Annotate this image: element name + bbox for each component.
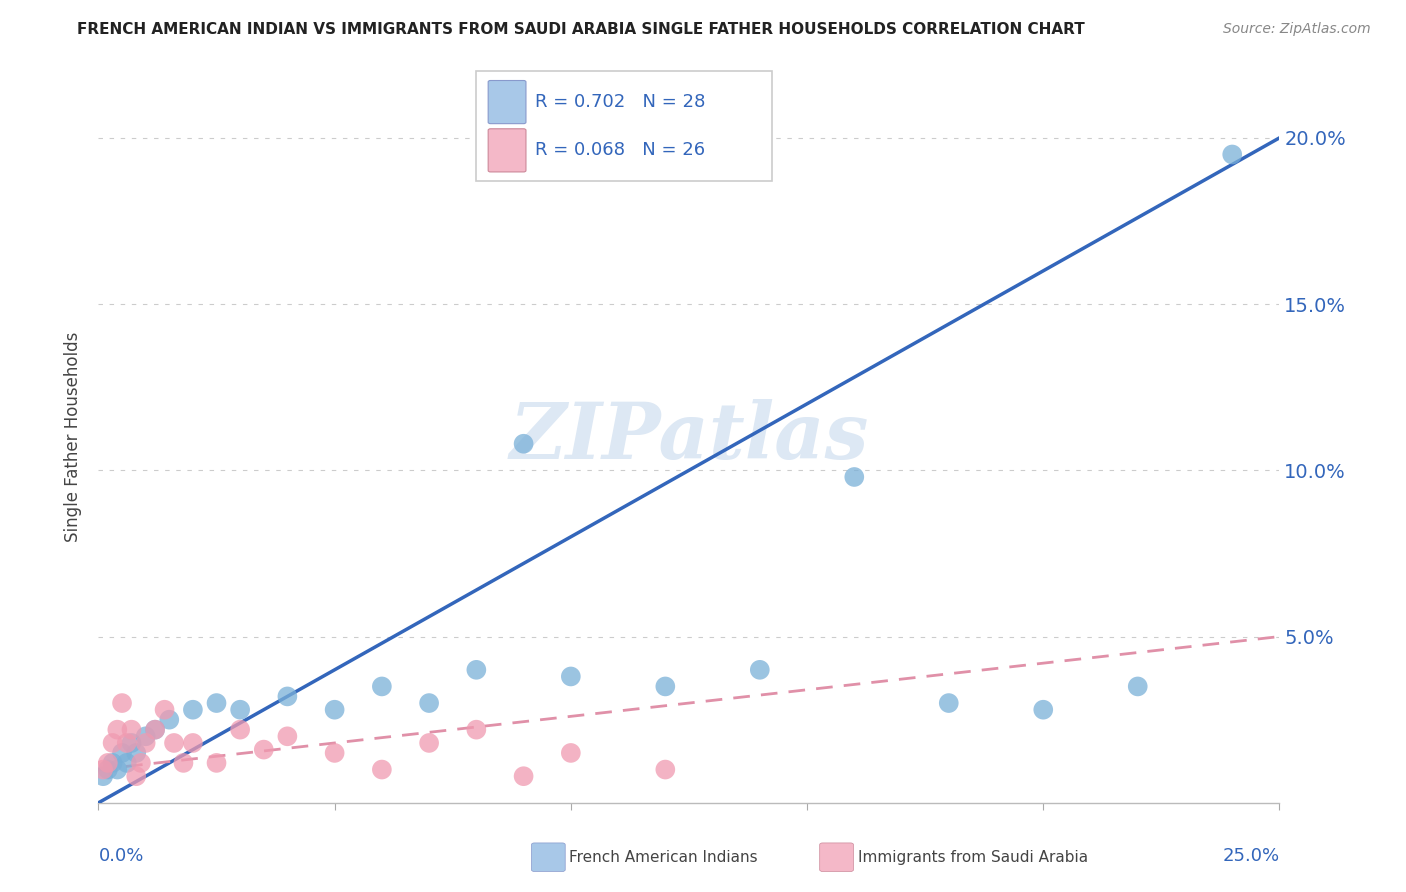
Point (115, 756, 138, 770)
FancyBboxPatch shape (488, 128, 526, 172)
Point (205, 696, 228, 710)
Point (560, 669, 582, 683)
Point (97, 756, 120, 770)
Text: R = 0.068   N = 26: R = 0.068 N = 26 (536, 141, 706, 160)
Point (418, 736, 440, 750)
Point (323, 746, 346, 760)
Point (323, 703, 346, 717)
Point (135, 729, 157, 743)
Point (748, 663, 770, 677)
Point (91, 769, 114, 783)
Point (105, 723, 128, 737)
Point (172, 756, 194, 770)
FancyBboxPatch shape (488, 80, 526, 124)
Point (129, 756, 152, 770)
Point (654, 680, 676, 694)
Point (418, 696, 440, 710)
Point (105, 763, 128, 777)
Point (181, 703, 204, 717)
Point (654, 763, 676, 777)
FancyBboxPatch shape (477, 71, 772, 181)
Point (125, 769, 148, 783)
Point (135, 736, 157, 750)
Point (205, 756, 228, 770)
Text: FRENCH AMERICAN INDIAN VS IMMIGRANTS FROM SAUDI ARABIA SINGLE FATHER HOUSEHOLDS : FRENCH AMERICAN INDIAN VS IMMIGRANTS FRO… (77, 22, 1085, 37)
Point (276, 690, 298, 704)
Point (115, 736, 138, 750)
Point (1126, 680, 1149, 694)
Point (512, 769, 534, 783)
Point (121, 736, 143, 750)
Text: R = 0.702   N = 28: R = 0.702 N = 28 (536, 93, 706, 112)
Point (97, 763, 120, 777)
Point (371, 763, 394, 777)
Point (101, 756, 124, 770)
Text: French American Indians: French American Indians (569, 850, 758, 864)
Point (121, 723, 143, 737)
Point (229, 703, 252, 717)
Point (157, 713, 180, 727)
Y-axis label: Single Father Households: Single Father Households (65, 332, 83, 542)
Point (512, 436, 534, 450)
Point (111, 696, 134, 710)
Point (163, 736, 186, 750)
Text: Source: ZipAtlas.com: Source: ZipAtlas.com (1223, 22, 1371, 37)
Point (153, 703, 176, 717)
Point (371, 680, 394, 694)
Text: ZIPatlas: ZIPatlas (509, 399, 869, 475)
Point (465, 663, 488, 677)
Point (253, 742, 276, 756)
Point (844, 470, 866, 484)
Point (276, 729, 298, 743)
Point (465, 723, 488, 737)
Point (125, 746, 148, 760)
Point (143, 723, 166, 737)
Point (111, 746, 134, 760)
Point (101, 736, 124, 750)
Point (560, 746, 582, 760)
Point (1220, 147, 1243, 161)
Point (229, 723, 252, 737)
Text: 0.0%: 0.0% (98, 847, 143, 864)
Point (1032, 703, 1054, 717)
Text: Immigrants from Saudi Arabia: Immigrants from Saudi Arabia (858, 850, 1088, 864)
Point (181, 736, 204, 750)
Text: 25.0%: 25.0% (1222, 847, 1279, 864)
Point (143, 723, 166, 737)
Point (938, 696, 960, 710)
Point (91, 763, 114, 777)
